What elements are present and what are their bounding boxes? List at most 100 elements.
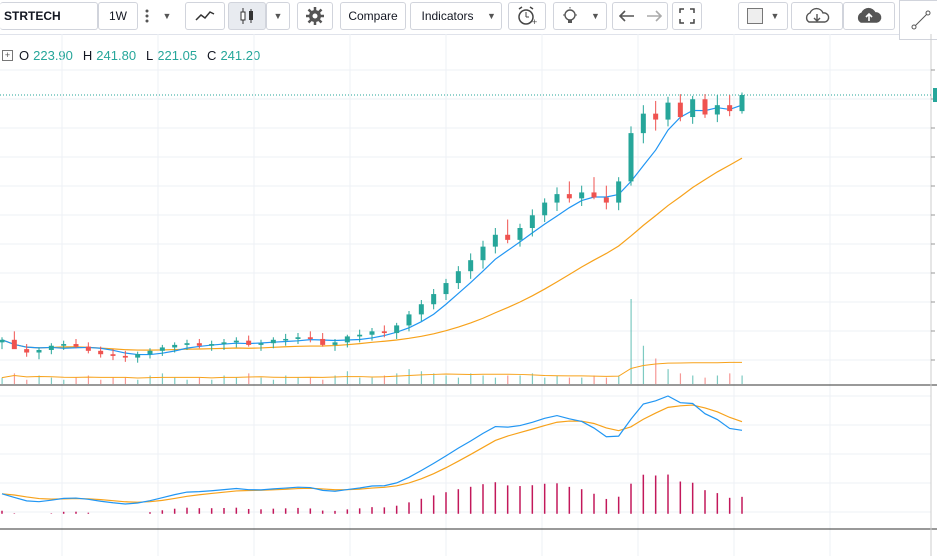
candles-icon (240, 8, 253, 24)
candle-body (677, 102, 683, 118)
candle-body (172, 344, 178, 348)
candle-body (159, 347, 165, 351)
volume-bar (383, 375, 386, 384)
line-chart-button[interactable] (185, 2, 225, 30)
candle-body (332, 342, 338, 345)
candles-button[interactable] (228, 2, 266, 30)
candle-body (455, 271, 461, 284)
symbol-search[interactable]: STRTECH (0, 2, 98, 30)
volume-bar (174, 377, 176, 384)
volume-bar (581, 377, 583, 384)
volume-bar (38, 375, 40, 384)
candle-body (85, 346, 91, 351)
volume-bar (297, 377, 299, 384)
volume-bar (568, 377, 571, 384)
candle-body (209, 344, 215, 346)
candle-body (616, 181, 622, 203)
candle-body (406, 314, 412, 326)
color-picker-button[interactable]: ▼ (738, 2, 788, 30)
candle-body (307, 337, 313, 339)
volume-ma-line (1, 361, 742, 379)
interval-dropdown[interactable]: ▼ (156, 2, 178, 30)
volume-bar (605, 377, 608, 384)
last-price-marker (933, 88, 937, 103)
volume-bar (445, 375, 447, 384)
candle-body (665, 102, 671, 120)
redo-button[interactable] (640, 2, 668, 30)
undo-icon (618, 10, 634, 22)
high-value: 241.80 (96, 48, 137, 63)
close-value: 241.20 (220, 48, 261, 63)
undo-button[interactable] (612, 2, 640, 30)
candle-body (554, 194, 560, 203)
price-chart[interactable] (0, 34, 937, 556)
alert-button[interactable]: + (508, 2, 546, 30)
save-chart-button[interactable] (843, 2, 895, 30)
volume-bar (50, 377, 53, 384)
drawing-tool-button[interactable] (899, 0, 937, 40)
volume-bar (346, 371, 349, 384)
candle-body (566, 194, 572, 199)
volume-bar (704, 377, 706, 384)
volume-bar (198, 377, 201, 384)
candle-body (320, 338, 326, 345)
settings-button[interactable] (297, 2, 333, 30)
more-menu-icon[interactable] (138, 2, 156, 30)
top-toolbar: STRTECH 1W ▼ ▼ Compare Indicators ▼ + ▼ … (0, 0, 937, 40)
macd-signal-line (1, 404, 743, 503)
candle-body (270, 339, 276, 344)
candle-body (98, 350, 104, 355)
volume-bar (420, 371, 423, 384)
volume-bar (593, 375, 595, 384)
indicators-dropdown[interactable]: ▼ (482, 2, 502, 30)
cloud-upload-icon (857, 7, 882, 23)
volume-bar (630, 299, 632, 384)
low-value: 221.05 (157, 48, 198, 63)
candle-body (468, 260, 474, 272)
volume-bar (285, 375, 287, 384)
candle-body (295, 337, 301, 339)
candle-body (714, 105, 720, 115)
open-label: O (19, 48, 30, 63)
volume-bar (75, 377, 77, 384)
candle-body (73, 344, 79, 347)
candle-body (739, 95, 745, 112)
compare-button[interactable]: Compare (340, 2, 406, 30)
volume-bar (211, 379, 213, 384)
volume-bar (359, 377, 361, 384)
volume-bar (642, 345, 645, 384)
candle-body (727, 105, 733, 112)
volume-bar (692, 375, 694, 384)
indicators-button[interactable]: Indicators (410, 2, 484, 30)
fullscreen-button[interactable] (672, 2, 702, 30)
chevron-down-icon: ▼ (770, 11, 780, 21)
candle-body (418, 304, 424, 315)
chevron-down-icon: ▼ (591, 11, 600, 21)
candle-body (529, 215, 535, 228)
volume-bar (482, 375, 484, 384)
volume-bar (556, 375, 558, 384)
volume-bar (124, 377, 127, 384)
volume-bar (161, 373, 164, 384)
volume-bar (260, 377, 262, 384)
chart-type-dropdown[interactable]: ▼ (266, 2, 290, 30)
ideas-button[interactable] (553, 2, 585, 30)
candle-body (246, 340, 252, 345)
candle-body (135, 354, 141, 358)
candle-body (628, 133, 634, 182)
alarm-clock-icon: + (518, 6, 537, 26)
candle-body (443, 283, 449, 295)
expand-legend-icon[interactable]: + (2, 50, 13, 61)
chevron-down-icon: ▼ (487, 11, 496, 21)
candle-body (394, 325, 400, 334)
volume-bar (729, 373, 731, 384)
volume-bar (371, 377, 373, 384)
volume-bar (272, 379, 275, 384)
candle-body (344, 336, 350, 343)
ideas-dropdown[interactable]: ▼ (585, 2, 607, 30)
cloud-download-icon (805, 7, 830, 23)
load-chart-button[interactable] (791, 2, 843, 30)
candle-body (11, 339, 17, 350)
interval-button[interactable]: 1W (98, 2, 138, 30)
color-swatch (746, 8, 763, 24)
